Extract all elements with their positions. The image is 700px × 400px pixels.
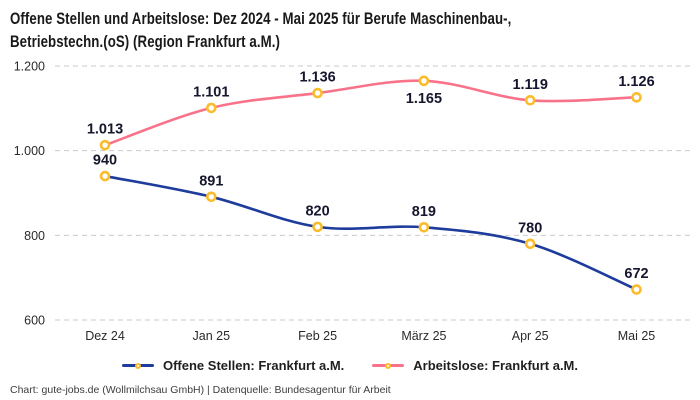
- data-point-label: 1.101: [193, 84, 229, 100]
- data-point-label: 672: [624, 266, 648, 282]
- x-axis-tick-label: März 25: [401, 329, 446, 343]
- series-line-offene-stellen: [103, 174, 638, 291]
- chart-title: Offene Stellen und Arbeitslose: Dez 2024…: [10, 7, 511, 53]
- x-axis-tick-label: Mai 25: [618, 329, 656, 343]
- chart-title-line1: Offene Stellen und Arbeitslose: Dez 2024…: [10, 9, 512, 28]
- data-point-label: 780: [518, 220, 542, 236]
- data-point-label: 1.013: [87, 122, 123, 138]
- legend-item-arbeitslose[interactable]: Arbeitslose: Frankfurt a.M.: [372, 358, 578, 373]
- series-line-arbeitslose: [103, 79, 638, 147]
- line-chart: 600 800 1.000 1.200 Dez 24 Jan 25 Feb 25 März 2…: [14, 60, 690, 343]
- data-point-marker-arbeitslose[interactable]: [631, 92, 642, 103]
- circle-marker-icon: [385, 362, 392, 369]
- data-point-marker-offene-stellen[interactable]: [99, 170, 111, 182]
- legend-item-offene-stellen[interactable]: Offene Stellen: Frankfurt a.M.: [121, 358, 345, 373]
- chart-source-credit: Chart: gute-jobs.de (Wollmilchsau GmbH) …: [10, 384, 391, 396]
- data-point-label: 819: [412, 204, 436, 220]
- x-axis-tick-label: Jan 25: [193, 329, 231, 343]
- data-point-marker-arbeitslose[interactable]: [418, 75, 430, 87]
- legend-line-marker-icon: [372, 362, 405, 369]
- data-point-marker-arbeitslose[interactable]: [312, 87, 323, 99]
- chart-legend: Offene Stellen: Frankfurt a.M. Arbeitslo…: [0, 358, 700, 373]
- y-axis-tick-label: 600: [24, 314, 45, 328]
- legend-label-offene-stellen: Offene Stellen: Frankfurt a.M.: [162, 358, 345, 373]
- x-axis-tick-label: Feb 25: [298, 329, 337, 343]
- y-axis-tick-label: 800: [24, 229, 45, 243]
- y-axis-tick-label: 1.000: [14, 144, 45, 158]
- data-point-label: 820: [305, 203, 329, 219]
- data-point-marker-arbeitslose[interactable]: [206, 102, 217, 114]
- circle-marker-icon: [134, 362, 141, 369]
- legend-line-marker-icon: [121, 362, 154, 369]
- data-point-marker-offene-stellen[interactable]: [631, 284, 642, 295]
- chart-title-line2: Betriebstechn.(oS) (Region Frankfurt a.M…: [10, 32, 280, 51]
- data-point-label: 940: [93, 153, 117, 169]
- y-axis-tick-label: 1.200: [14, 60, 45, 74]
- legend-label-arbeitslose: Arbeitslose: Frankfurt a.M.: [413, 358, 578, 373]
- data-point-marker-arbeitslose[interactable]: [99, 139, 111, 151]
- data-point-label: 1.126: [618, 74, 654, 90]
- data-point-label: 1.119: [512, 77, 548, 93]
- data-point-label: 891: [199, 173, 223, 189]
- x-axis-tick-label: Dez 24: [85, 329, 125, 343]
- data-point-label: 1.165: [406, 91, 442, 107]
- data-point-marker-arbeitslose[interactable]: [524, 94, 536, 106]
- data-point-marker-offene-stellen[interactable]: [312, 221, 323, 233]
- data-point-marker-offene-stellen[interactable]: [524, 238, 536, 250]
- data-point-marker-offene-stellen[interactable]: [418, 221, 430, 233]
- data-point-marker-offene-stellen[interactable]: [206, 191, 217, 203]
- data-point-label: 1.136: [299, 70, 335, 86]
- x-axis-tick-label: Apr 25: [512, 329, 549, 343]
